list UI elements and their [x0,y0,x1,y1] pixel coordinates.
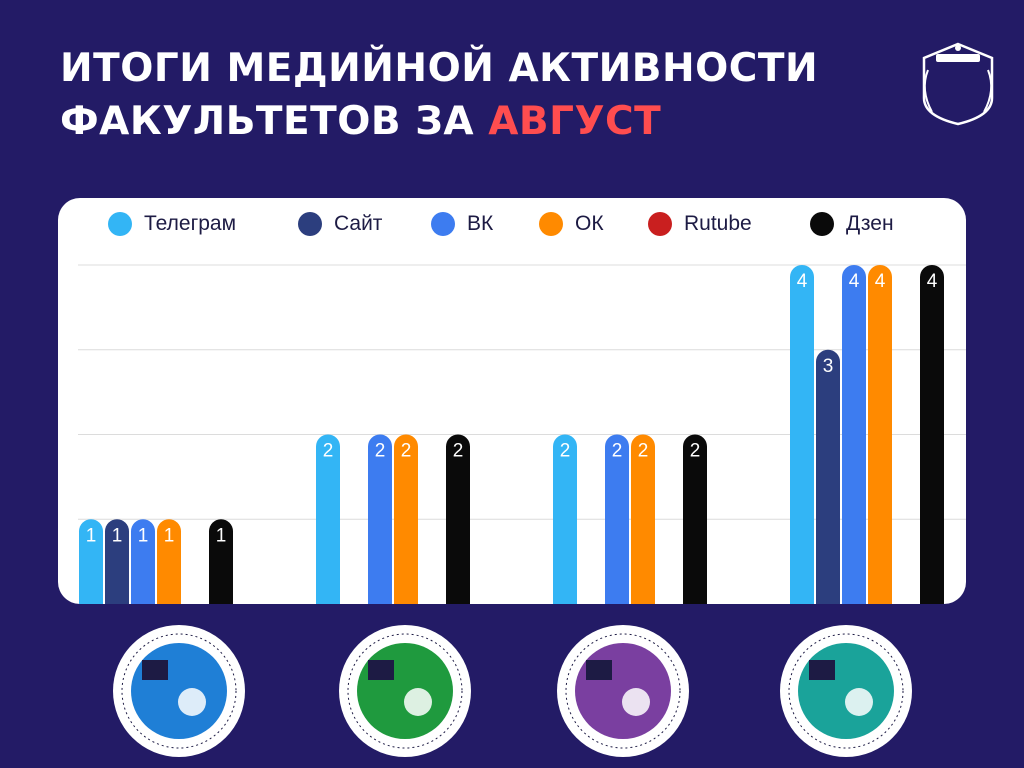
legend-item: ВК [431,210,493,238]
legend-swatch [431,212,455,236]
data-label: 4 [875,271,886,292]
faculty-emblem [113,625,245,757]
emblem-core [798,643,894,739]
emblem-badge [368,660,394,680]
data-label: 2 [401,441,412,462]
data-label: 4 [927,271,938,292]
emblem-symbol [404,688,432,716]
data-label: 1 [164,525,175,546]
page-title: ИТОГИ МЕДИЙНОЙ АКТИВНОСТИ ФАКУЛЬТЕТОВ ЗА… [60,42,818,148]
title-line-2: ФАКУЛЬТЕТОВ ЗА АВГУСТ [60,95,818,148]
data-label: 4 [797,271,808,292]
bar [683,434,707,604]
legend-swatch [298,212,322,236]
bar [553,434,577,604]
bar [920,265,944,604]
emblem-core [575,643,671,739]
data-label: 2 [638,441,649,462]
legend-label: ВК [467,212,494,235]
legend-swatch [539,212,563,236]
bar [368,434,392,604]
legend-label: Дзен [846,212,894,235]
bar [131,519,155,604]
legend-label: Телеграм [144,212,237,235]
emblem-text-ring [788,633,904,749]
bar [842,265,866,604]
title-line-1: ИТОГИ МЕДИЙНОЙ АКТИВНОСТИ [60,46,819,91]
data-label: 1 [216,525,227,546]
bar [394,434,418,604]
emblem-symbol [845,688,873,716]
emblem-symbol [178,688,206,716]
bar [79,519,103,604]
legend-item: ОК [539,210,604,238]
chart-legend: Телеграм Сайт ВК ОК Rutube Дзен [58,198,966,250]
emblem-badge [586,660,612,680]
bar [157,519,181,604]
legend-swatch [108,212,132,236]
legend-swatch [810,212,834,236]
legend-item: Сайт [298,210,382,238]
legend-label: Сайт [334,212,383,235]
data-label: 1 [112,525,123,546]
bar [446,434,470,604]
legend-item: Rutube [648,210,752,238]
legend-item: Телеграм [108,210,236,238]
data-label: 2 [453,441,464,462]
emblem-text-ring [347,633,463,749]
bar [209,519,233,604]
bar [605,434,629,604]
legend-item: Дзен [810,210,894,238]
data-label: 1 [138,525,149,546]
bar [868,265,892,604]
bar [105,519,129,604]
bar [316,434,340,604]
emblem-text-ring [565,633,681,749]
legend-swatch [648,212,672,236]
emblem-text-ring [121,633,237,749]
bar [816,349,840,604]
data-label: 2 [690,441,701,462]
title-accent-month: АВГУСТ [488,99,662,144]
legend-label: Rutube [684,212,752,235]
bar [631,434,655,604]
data-label: 2 [375,441,386,462]
emblem-core [131,643,227,739]
data-label: 3 [823,356,834,377]
data-label: 2 [323,441,334,462]
university-logo [922,42,994,126]
legend-label: ОК [575,212,604,235]
faculty-emblem [780,625,912,757]
data-label: 1 [86,525,97,546]
title-line-2-main: ФАКУЛЬТЕТОВ ЗА [60,99,489,144]
faculty-emblem [339,625,471,757]
emblem-symbol [622,688,650,716]
emblem-badge [809,660,835,680]
data-label: 2 [560,441,571,462]
emblem-core [357,643,453,739]
bar [790,265,814,604]
emblem-badge [142,660,168,680]
data-label: 2 [612,441,623,462]
faculty-emblem [557,625,689,757]
data-label: 4 [849,271,860,292]
